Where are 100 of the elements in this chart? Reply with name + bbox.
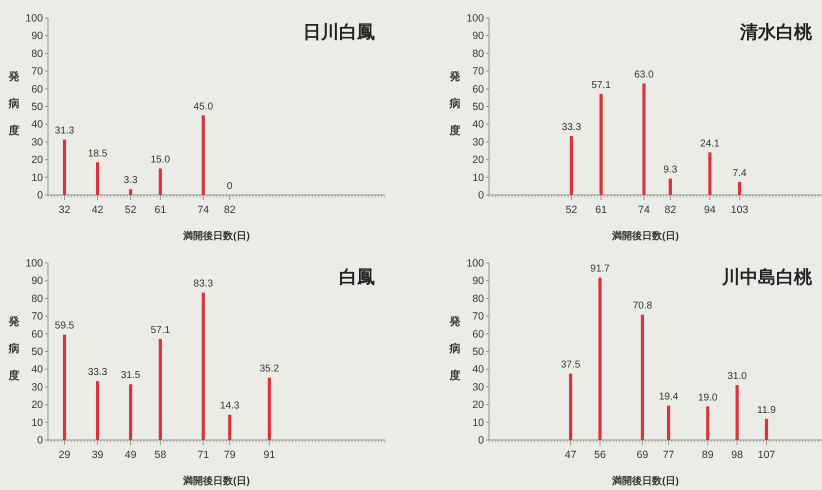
y-tick-label: 90	[31, 30, 44, 42]
x-tick-label: 32	[58, 204, 71, 216]
y-tick-label: 50	[31, 101, 44, 113]
text: 発病度	[8, 316, 20, 382]
data-label: 45.0	[194, 101, 214, 112]
data-label: 70.8	[632, 300, 653, 312]
y-tick-label: 30	[31, 381, 44, 394]
x-tick-label: 98	[731, 449, 744, 461]
y-tick-label: 60	[31, 83, 44, 96]
data-label: 57.1	[150, 324, 170, 336]
y-tick-label: 70	[472, 66, 484, 78]
chart-title: 川中島白桃	[721, 267, 813, 287]
text: 発病度	[8, 71, 20, 137]
y-tick-label: 0	[478, 190, 484, 202]
y-tick-label: 100	[466, 12, 484, 24]
x-tick-label: 74	[638, 204, 650, 216]
data-label: 83.3	[194, 278, 214, 290]
y-tick-label: 20	[472, 154, 484, 166]
y-tick-label: 40	[472, 364, 484, 376]
data-label: 91.7	[590, 264, 610, 275]
y-tick-label: 0	[37, 434, 44, 446]
y-tick-label: 90	[472, 30, 484, 42]
chart-title: 白鳳	[339, 267, 375, 287]
y-tick-label: 40	[31, 118, 44, 131]
text: 発病度	[450, 316, 460, 382]
x-tick-label: 39	[92, 449, 104, 461]
data-label: 15.0	[150, 154, 170, 166]
x-tick-label: 77	[662, 449, 675, 461]
y-tick-label: 100	[466, 258, 484, 270]
y-tick-label: 60	[472, 328, 484, 340]
data-label: 3.3	[124, 175, 138, 186]
x-tick-label: 79	[224, 449, 236, 461]
data-label: 63.0	[634, 69, 654, 80]
data-label: 31.3	[54, 126, 75, 137]
y-tick-label: 70	[31, 310, 44, 323]
y-tick-label: 70	[31, 66, 44, 78]
data-label: 9.3	[663, 164, 678, 176]
y-tick-label: 80	[31, 292, 44, 305]
data-label: 31.0	[727, 371, 748, 382]
y-tick-label: 0	[37, 190, 44, 202]
text: 発病度	[450, 71, 460, 137]
x-tick-label: 82	[664, 204, 676, 216]
data-label: 18.5	[88, 148, 108, 160]
x-tick-label: 69	[636, 449, 648, 461]
y-tick-label: 40	[472, 118, 484, 131]
x-tick-label: 52	[566, 204, 578, 216]
x-tick-label: 61	[154, 204, 166, 216]
y-tick-label: 20	[31, 399, 44, 412]
data-label: 7.4	[732, 168, 747, 179]
data-label: 24.1	[700, 138, 720, 150]
data-label: 31.5	[120, 370, 141, 382]
y-tick-label: 20	[472, 399, 484, 412]
data-label: 33.3	[88, 367, 108, 378]
data-label: 37.5	[560, 360, 581, 371]
data-label: 14.3	[220, 400, 240, 412]
data-label: 33.3	[562, 122, 582, 134]
x-tick-label: 29	[58, 449, 71, 461]
x-axis-title: 満開後日数(日)	[182, 475, 250, 487]
chart-title: 清水白桃	[739, 22, 813, 42]
y-tick-label: 60	[31, 328, 44, 340]
y-tick-label: 10	[31, 172, 44, 184]
x-tick-label: 82	[224, 204, 236, 216]
x-tick-label: 61	[595, 204, 608, 216]
y-tick-label: 100	[25, 258, 44, 270]
y-tick-label: 50	[472, 346, 484, 358]
x-tick-label: 52	[124, 204, 137, 216]
data-label: 35.2	[260, 364, 280, 375]
y-tick-label: 20	[31, 154, 44, 166]
data-label: 11.9	[757, 404, 776, 416]
y-tick-label: 10	[472, 172, 484, 184]
x-tick-label: 71	[197, 449, 210, 461]
data-label: 19.4	[658, 392, 679, 403]
y-tick-label: 30	[472, 381, 484, 394]
x-tick-label: 89	[702, 449, 714, 461]
y-tick-label: 80	[31, 48, 44, 60]
x-tick-label: 42	[92, 204, 104, 216]
data-label: 57.1	[591, 80, 612, 91]
y-tick-label: 40	[31, 364, 44, 376]
y-tick-label: 50	[472, 101, 484, 113]
x-tick-label: 58	[154, 449, 166, 461]
y-tick-label: 10	[472, 416, 484, 429]
x-axis-title: 満開後日数(日)	[182, 230, 250, 242]
x-tick-label: 107	[758, 449, 776, 461]
data-label: 0	[226, 181, 233, 192]
x-tick-label: 49	[124, 449, 137, 461]
y-tick-label: 80	[472, 292, 484, 305]
data-label: 59.5	[54, 320, 75, 332]
y-tick-label: 100	[25, 12, 44, 24]
y-tick-label: 0	[478, 434, 484, 446]
chart-title: 日川白鳳	[303, 22, 375, 42]
y-tick-label: 10	[31, 416, 44, 429]
y-tick-label: 90	[31, 275, 44, 288]
x-tick-label: 91	[264, 449, 276, 461]
y-tick-label: 30	[31, 136, 44, 148]
x-tick-label: 74	[197, 204, 210, 216]
x-tick-label: 56	[594, 449, 606, 461]
x-axis-title: 満開後日数(日)	[611, 230, 679, 242]
x-tick-label: 47	[564, 449, 577, 461]
x-tick-label: 94	[704, 204, 716, 216]
y-tick-label: 30	[472, 136, 484, 148]
